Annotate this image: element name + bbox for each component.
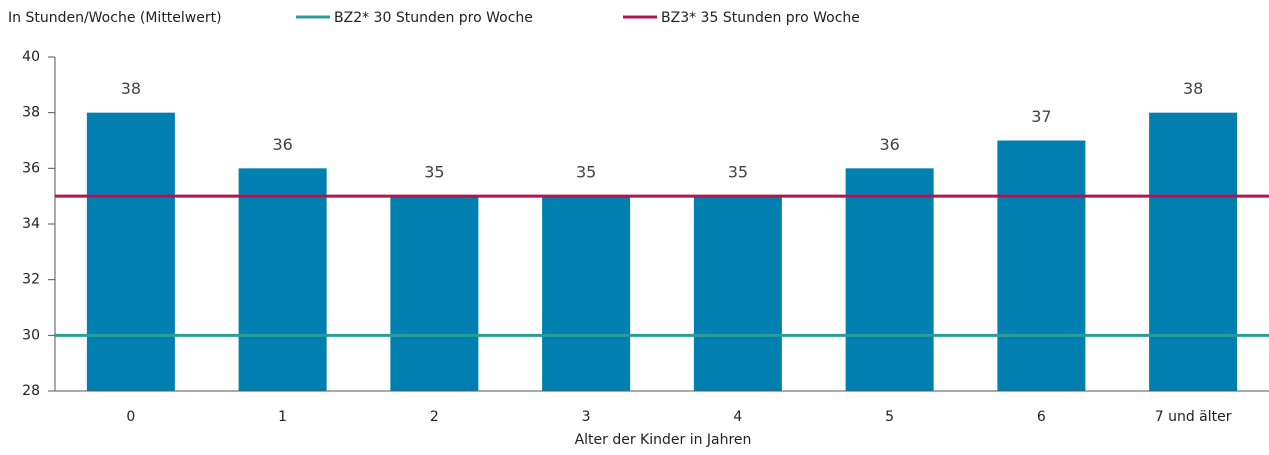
- legend-label: BZ3* 35 Stunden pro Woche: [661, 10, 860, 26]
- bar: [390, 196, 479, 391]
- x-tick-label: 5: [885, 409, 894, 425]
- value-label: 35: [576, 163, 596, 182]
- bar: [1149, 112, 1238, 392]
- x-tick-label: 0: [126, 409, 135, 425]
- x-tick-label: 7 und älter: [1155, 409, 1232, 425]
- x-tick-label: 1: [278, 409, 287, 425]
- y-tick-label: 38: [22, 105, 40, 121]
- value-label: 35: [424, 163, 444, 182]
- x-tick-label: 4: [733, 409, 742, 425]
- bar: [542, 196, 631, 391]
- value-label: 36: [272, 135, 292, 154]
- bar: [693, 196, 782, 391]
- y-tick-label: 36: [22, 160, 40, 176]
- y-tick-label: 34: [22, 216, 40, 232]
- legend-label: BZ2* 30 Stunden pro Woche: [334, 10, 533, 26]
- y-tick-label: 28: [22, 383, 40, 399]
- y-tick-label: 40: [22, 49, 40, 65]
- value-label: 38: [121, 79, 141, 98]
- y-tick-label: 30: [22, 327, 40, 343]
- y-tick-label: 32: [22, 272, 40, 288]
- value-label: 38: [1183, 79, 1203, 98]
- x-tick-label: 3: [582, 409, 591, 425]
- x-tick-label: 6: [1037, 409, 1046, 425]
- y-axis-label: In Stunden/Woche (Mittelwert): [8, 10, 222, 26]
- value-label: 36: [879, 135, 899, 154]
- value-label: 35: [728, 163, 748, 182]
- x-axis-label: Alter der Kinder in Jahren: [575, 432, 752, 448]
- bar: [845, 168, 934, 391]
- bar: [997, 140, 1086, 391]
- value-label: 37: [1031, 107, 1051, 126]
- bar: [86, 112, 175, 392]
- x-tick-label: 2: [430, 409, 439, 425]
- bar: [238, 168, 327, 391]
